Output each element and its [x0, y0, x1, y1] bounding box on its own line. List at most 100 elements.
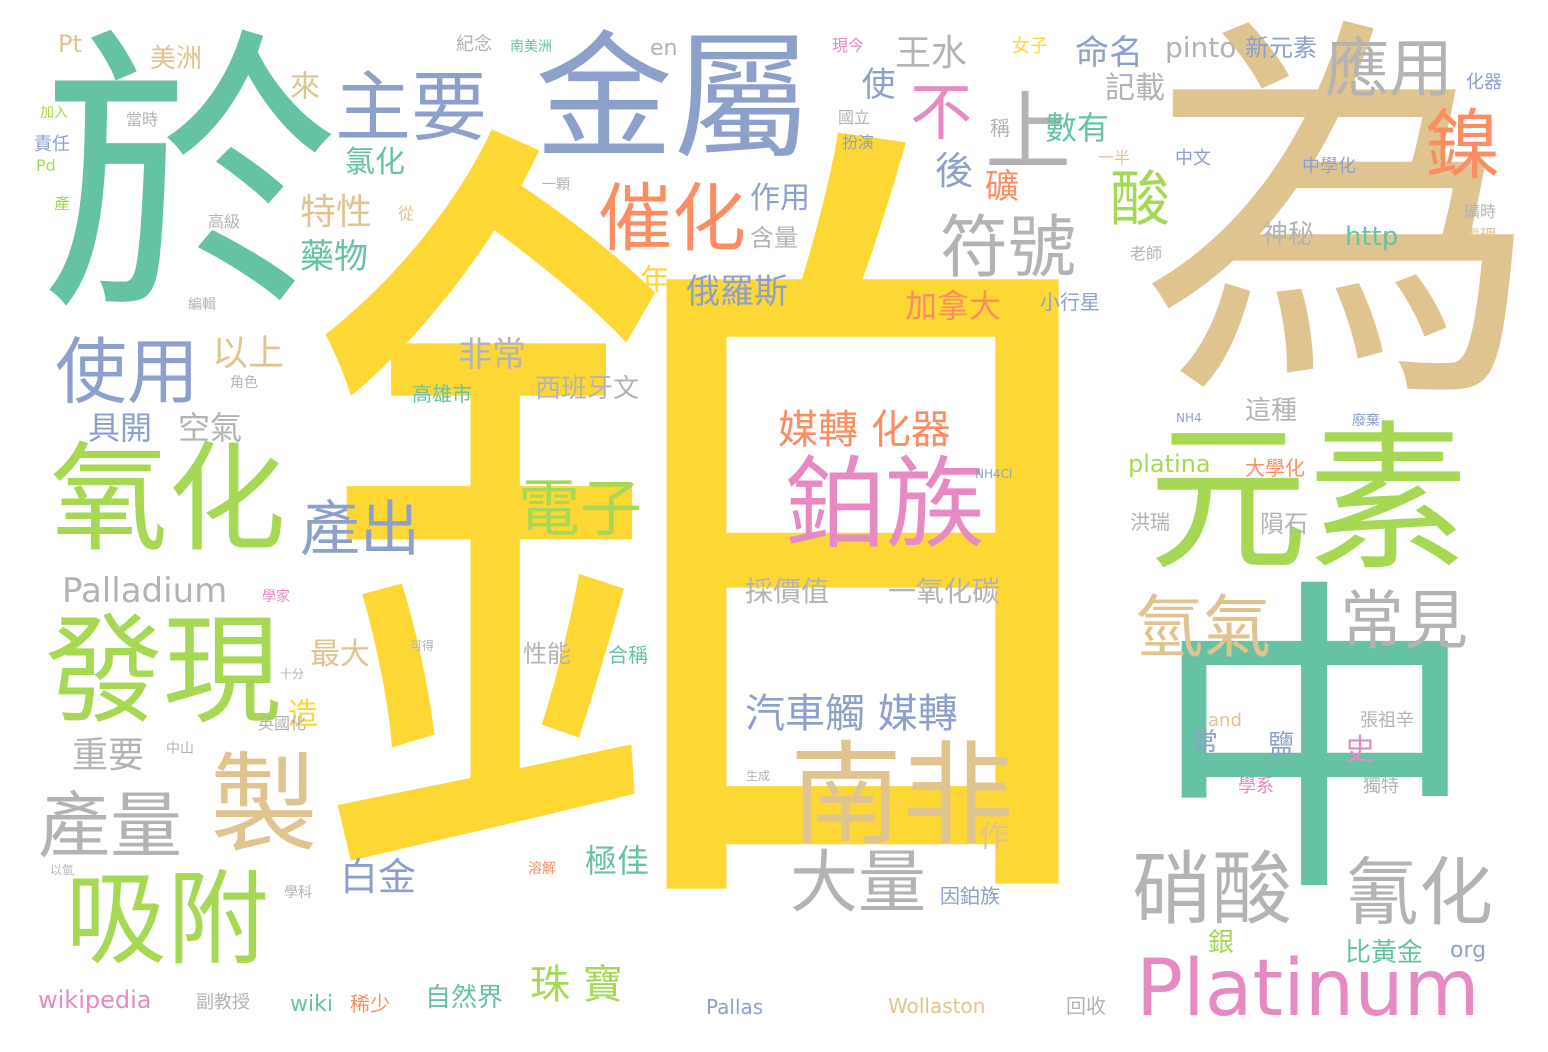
- word-yu: 於: [40, 5, 340, 354]
- word-banyan: 扮演: [842, 133, 875, 152]
- word-chanliang: 產量: [38, 784, 183, 868]
- word-shiyong: 使用: [55, 330, 200, 414]
- word-hanliang: 含量: [750, 224, 798, 252]
- word-gaoxiong: 高雄市: [412, 382, 472, 406]
- word-wollaston: Wollaston: [888, 994, 986, 1018]
- word-xifu: 吸附: [65, 861, 269, 980]
- word-meizhou: 美洲: [150, 44, 203, 74]
- word-yiqing: 以氫: [50, 863, 75, 877]
- word-bozu: 鉑族: [785, 446, 985, 563]
- word-bihuangjin: 比黃金: [1345, 938, 1424, 968]
- word-zuida: 最大: [310, 637, 370, 672]
- word-chang: 常: [1192, 728, 1219, 758]
- word-shengcheng: 生成: [746, 769, 771, 783]
- word-yishang: 以上: [212, 333, 285, 374]
- word-hecheng: 合稱: [608, 643, 648, 667]
- word-yanghua: 氧化: [50, 430, 287, 568]
- word-xiaoxingxing: 小行星: [1040, 290, 1100, 314]
- word-dangshi: 當時: [126, 110, 159, 129]
- word-zhong: 中: [1150, 553, 1480, 937]
- word-daliang: 大量: [790, 844, 927, 923]
- word-yaowu: 藥物: [300, 237, 368, 277]
- word-kongqi: 空氣: [178, 409, 243, 447]
- word-platina: platina: [1128, 450, 1211, 478]
- word-mingming: 命名: [1075, 33, 1143, 73]
- word-qinghua: 氰化: [1345, 850, 1493, 936]
- word-hou: 後: [935, 149, 974, 193]
- word-xibanya: 西班牙文: [535, 374, 640, 404]
- word-chuli: 處理: [1464, 226, 1497, 245]
- word-nh4cl: NH4Cl: [975, 467, 1013, 481]
- word-lai: 來: [284, 70, 319, 100]
- word-en: en: [650, 36, 678, 61]
- word-shifen: 十分: [280, 667, 305, 681]
- word-bo: 鉑: [300, 63, 1120, 1017]
- word-qingqi: 氫氣: [1135, 589, 1272, 668]
- word-wikipedia: wikipedia: [38, 986, 152, 1014]
- word-xishao: 稀少: [350, 992, 390, 1016]
- word-zao: 造: [288, 697, 318, 732]
- word-daxuehua: 大學化: [1245, 456, 1305, 480]
- word-gaoji: 高級: [208, 212, 241, 231]
- word-zhongwen: 中文: [1175, 148, 1211, 169]
- word-chanchu: 產出: [300, 495, 420, 565]
- word-jinshu: 金屬: [535, 18, 812, 179]
- word-bu: 不: [910, 76, 973, 149]
- word-pt: Pt: [58, 30, 82, 58]
- word-zhezhong: 這種: [1245, 396, 1298, 426]
- word-and: and: [1208, 710, 1242, 731]
- word-pd: Pd: [36, 156, 56, 175]
- word-wiki: wiki: [290, 992, 333, 1017]
- word-guoli: 國立: [838, 108, 871, 127]
- word-shang: 上: [985, 83, 1071, 183]
- word-zuo: 作: [973, 820, 1008, 850]
- word-wangshui: 王水: [895, 33, 968, 74]
- word-pallas: Pallas: [706, 995, 764, 1019]
- word-yiban: 一半: [1098, 148, 1131, 167]
- word-huaqi: 化器: [1466, 72, 1502, 93]
- word-meizhuan: 媒轉 化器: [778, 407, 951, 453]
- word-palladium: Palladium: [62, 571, 228, 611]
- word-cheng: 稱: [990, 116, 1010, 140]
- word-yan: 鹽: [1268, 730, 1295, 760]
- word-chan: 產: [54, 194, 71, 213]
- word-jukai: 具開: [88, 409, 153, 447]
- word-suan: 酸: [1110, 165, 1170, 235]
- word-nvzi: 女子: [1012, 36, 1048, 57]
- word-qiche: 汽車觸 媒轉: [745, 691, 958, 737]
- word-kede: 可得: [410, 639, 435, 653]
- word-kuang: 礦: [985, 167, 1019, 207]
- word-bianji: 編輯: [188, 297, 216, 313]
- word-changjian: 常見: [1340, 585, 1468, 659]
- word-zhongyao: 重要: [72, 735, 145, 776]
- word-xianjin: 現今: [832, 36, 865, 55]
- word-jiaose: 角色: [230, 375, 258, 391]
- word-xingneng: 性能: [523, 640, 571, 668]
- word-zhongshan: 中山: [166, 741, 194, 757]
- word-nie: 鎳: [1425, 101, 1501, 190]
- word-feichang: 非常: [458, 335, 526, 375]
- word-cuihua: 催化: [598, 176, 746, 262]
- word-cong: 從: [398, 204, 415, 223]
- word-kuangshi: 礦時: [1464, 202, 1497, 221]
- word-dianzi: 電子: [518, 472, 643, 545]
- word-zhangzuxin: 張祖辛: [1360, 710, 1414, 731]
- word-jizai: 記載: [1105, 71, 1165, 106]
- word-jianada: 加拿大: [905, 287, 1002, 325]
- word-shenmi: 神秘: [1262, 220, 1315, 250]
- word-zhongxuehua: 中學化: [1302, 156, 1356, 177]
- word-huishou: 回收: [1066, 994, 1106, 1018]
- word-laoshi: 老師: [1130, 244, 1163, 263]
- word-xuexi: 學系: [1238, 776, 1274, 797]
- word-lvhua: 氯化: [345, 145, 405, 180]
- word-yingyong: 應用: [1325, 33, 1453, 107]
- word-faxian: 發現: [45, 602, 282, 740]
- word-yuansu: 元素: [1148, 406, 1469, 593]
- word-xinyuansu: 新元素: [1245, 34, 1317, 62]
- word-xueke: 學科: [284, 885, 312, 901]
- word-nanmeizhou: 南美洲: [510, 39, 552, 55]
- word-fujiaoshou: 副教授: [196, 992, 250, 1013]
- word-xuejia: 學家: [262, 589, 290, 605]
- word-platinum: Platinum: [1136, 944, 1480, 1034]
